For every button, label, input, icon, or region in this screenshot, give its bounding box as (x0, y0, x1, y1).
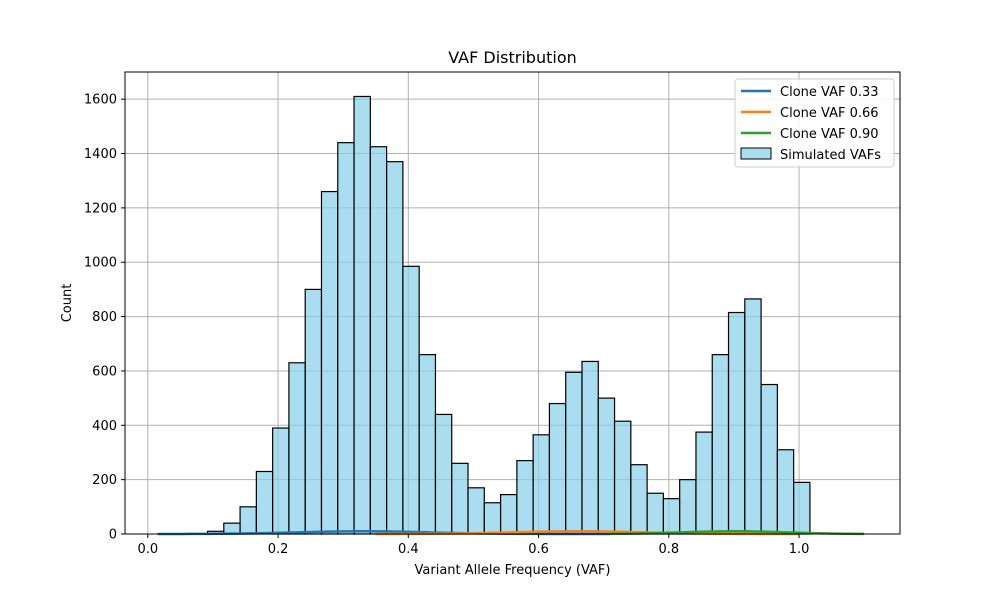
histogram-bar (337, 142, 355, 535)
x-tick-label: 0.4 (398, 542, 419, 557)
histogram-bar (272, 427, 290, 535)
y-tick-label: 400 (92, 419, 117, 434)
histogram-bar (630, 464, 648, 535)
histogram-bar (793, 481, 811, 535)
x-tick-label: 0.6 (528, 542, 549, 557)
histogram-bar (369, 146, 388, 535)
histogram-bar (402, 265, 420, 535)
legend-label-clone-066: Clone VAF 0.66 (780, 106, 879, 121)
legend-box (734, 78, 895, 168)
y-tick-label: 1600 (84, 93, 117, 108)
x-tick-label: 1.0 (789, 542, 810, 557)
y-tick-label: 200 (92, 473, 117, 488)
legend-label-simulated-vafs: Simulated VAFs (780, 148, 881, 163)
grid-lines (125, 72, 900, 535)
y-tick-label: 600 (92, 364, 117, 379)
clone-curve (610, 530, 865, 536)
x-axis-ticks: 0.0 0.2 0.4 0.6 0.8 1.0 (137, 534, 809, 557)
legend-swatch-simulated-vafs (740, 147, 772, 160)
histogram-bar (418, 354, 437, 535)
histogram-bar (451, 462, 469, 535)
y-tick-label: 1200 (84, 201, 117, 216)
x-tick-label: 0.0 (137, 542, 158, 557)
histogram-bar (288, 362, 306, 535)
histogram-bar (239, 506, 257, 535)
histogram-bar (499, 493, 518, 535)
y-tick-label: 1000 (84, 256, 117, 271)
histogram-bar (255, 470, 274, 535)
histogram-bar (320, 190, 339, 535)
histogram-bar (353, 95, 371, 535)
y-tick-label: 800 (92, 310, 117, 325)
histogram-bar (646, 492, 664, 535)
histogram-bar (711, 354, 730, 535)
histogram-bar (679, 479, 697, 535)
y-axis-label: Count (60, 284, 75, 323)
histogram-bar (304, 288, 323, 535)
chart-title: VAF Distribution (448, 48, 577, 67)
histogram-bar (434, 413, 453, 535)
histogram-bar (516, 460, 534, 535)
legend-label-clone-033: Clone VAF 0.33 (780, 85, 879, 100)
histogram-bar (760, 383, 778, 535)
histogram-bar (727, 311, 746, 535)
legend-label-clone-090: Clone VAF 0.90 (780, 127, 879, 142)
histogram-bar (581, 360, 599, 535)
histogram-bar (695, 431, 713, 535)
x-axis-label: Variant Allele Frequency (VAF) (415, 563, 611, 578)
histogram-bar (532, 434, 551, 535)
legend: Clone VAF 0.33 Clone VAF 0.66 Clone VAF … (734, 78, 895, 168)
histogram-bar (776, 449, 795, 535)
x-tick-label: 0.2 (268, 542, 289, 557)
histogram-bar (467, 487, 485, 535)
histogram-bar (565, 371, 583, 535)
histogram-bar (386, 161, 404, 535)
histogram-bar (613, 420, 632, 535)
y-tick-label: 1400 (84, 147, 117, 162)
x-tick-label: 0.8 (658, 542, 679, 557)
histogram-bar (597, 397, 616, 535)
histogram-bar (662, 498, 681, 535)
histogram-bar (548, 402, 567, 535)
histogram-bar (744, 298, 762, 535)
y-axis-ticks: 0 200 400 600 800 1000 1200 1400 1600 (84, 93, 125, 543)
y-tick-label: 0 (109, 528, 117, 543)
histogram-bar (483, 502, 502, 535)
plot-frame (124, 71, 901, 535)
